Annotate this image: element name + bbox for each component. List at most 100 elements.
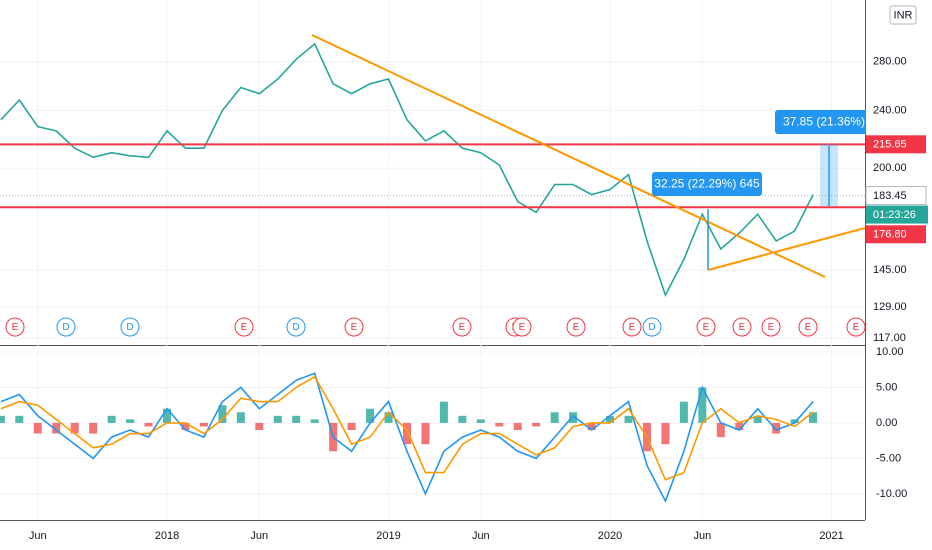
histogram-bar — [347, 422, 356, 431]
histogram-bar — [70, 422, 79, 434]
event-label: E — [12, 322, 19, 333]
event-label: E — [519, 322, 526, 333]
price-axis: 117.00 129.00 145.00 200.00 240.00 280.00 -10.… — [865, 55, 928, 500]
histogram-bar — [772, 422, 781, 434]
price-tag — [866, 225, 926, 244]
x-tick-label: 2020 — [598, 530, 622, 542]
event-marker — [452, 317, 472, 337]
trend-line — [707, 227, 866, 271]
event-marker — [761, 317, 781, 337]
event-label: D — [62, 322, 69, 333]
histogram-bar — [402, 422, 411, 445]
x-tick-label: Jun — [472, 530, 490, 542]
countdown-tag — [866, 205, 928, 224]
x-tick-label: 2018 — [155, 530, 179, 542]
event-label: E — [573, 322, 580, 333]
histogram-bar — [624, 415, 633, 423]
event-label: E — [351, 322, 358, 333]
histogram-bar — [107, 415, 116, 423]
histogram-bar — [532, 422, 541, 427]
histogram-bar — [698, 387, 707, 423]
countdown: 01:23:26 — [873, 209, 916, 221]
histogram-bar — [218, 405, 227, 423]
histogram-bar — [199, 422, 208, 427]
y-tick-label: 129.00 — [873, 301, 907, 313]
y-tick-label: 10.00 — [876, 346, 904, 358]
histogram-bar — [735, 422, 744, 431]
event-marker — [732, 317, 752, 337]
range-label: 37.85 (21.36%) 75 — [783, 115, 882, 129]
histogram-bar — [513, 422, 522, 431]
event-label: D — [648, 322, 655, 333]
histogram-bar — [421, 422, 430, 445]
x-tick-label: 2019 — [376, 530, 400, 542]
event-label: E — [241, 322, 248, 333]
event-label: D — [126, 322, 133, 333]
event-marker — [622, 317, 642, 337]
event-marker — [120, 317, 140, 337]
y-tick-label: 280.00 — [873, 55, 907, 67]
y-tick-label: -5.00 — [876, 452, 901, 464]
x-tick-label: Jun — [693, 530, 711, 542]
plot: EDDEDEEEEEEEDEEEE — [0, 42, 866, 503]
price-tag-label: 215.65 — [873, 139, 907, 151]
currency-box[interactable] — [889, 5, 917, 25]
event-label: E — [805, 322, 812, 333]
histogram-bar — [366, 408, 375, 423]
histogram-bar — [273, 415, 282, 423]
price-line — [0, 42, 814, 298]
histogram-bar — [255, 422, 264, 431]
y-tick-label: 240.00 — [873, 104, 907, 116]
histogram-bar — [587, 422, 596, 431]
event-marker — [5, 317, 25, 337]
event-label: D — [292, 322, 299, 333]
event-label: E — [703, 322, 710, 333]
histogram-bar — [15, 415, 24, 423]
event-marker — [846, 317, 866, 337]
histogram-bar — [790, 419, 799, 423]
event-label: E — [768, 322, 775, 333]
histogram-bar — [52, 422, 61, 434]
histogram-bar — [716, 422, 725, 438]
event-marker — [56, 317, 76, 337]
histogram-bar — [550, 412, 559, 423]
histogram-bar — [476, 419, 485, 423]
price-tag — [866, 135, 926, 154]
histogram-bar — [126, 419, 135, 423]
trend-line — [311, 34, 826, 278]
price-tag-label: 183.45 — [873, 190, 907, 202]
histogram-bar — [0, 415, 5, 423]
event-marker — [798, 317, 818, 337]
histogram-bar — [661, 422, 670, 445]
histogram-bar — [495, 422, 504, 427]
grid — [0, 0, 865, 520]
range-label-box — [652, 172, 762, 196]
histogram-bar — [753, 415, 762, 423]
histogram-bar — [384, 412, 393, 423]
event-marker — [512, 317, 532, 337]
event-label: E — [739, 322, 746, 333]
macd-line — [0, 372, 814, 503]
event-marker — [234, 317, 254, 337]
macd-line — [0, 375, 814, 481]
histogram-bar — [163, 408, 171, 423]
currency[interactable]: INR — [894, 9, 913, 21]
histogram-bar — [144, 422, 153, 427]
histogram-bar — [310, 419, 319, 423]
event-label: E — [629, 322, 636, 333]
event-marker — [286, 317, 306, 337]
x-tick-label: Jun — [29, 530, 47, 542]
histogram-bar — [606, 415, 615, 423]
price-tag — [865, 186, 927, 206]
event-marker — [344, 317, 364, 337]
histogram-bar — [809, 412, 818, 423]
y-tick-label: 0.00 — [876, 417, 897, 429]
histogram-bar — [33, 422, 42, 434]
histogram-bar — [181, 422, 190, 431]
range-label-box — [775, 110, 875, 134]
histogram-bar — [458, 415, 467, 423]
axis-bg — [866, 0, 932, 520]
y-tick-label: 145.00 — [873, 264, 907, 276]
